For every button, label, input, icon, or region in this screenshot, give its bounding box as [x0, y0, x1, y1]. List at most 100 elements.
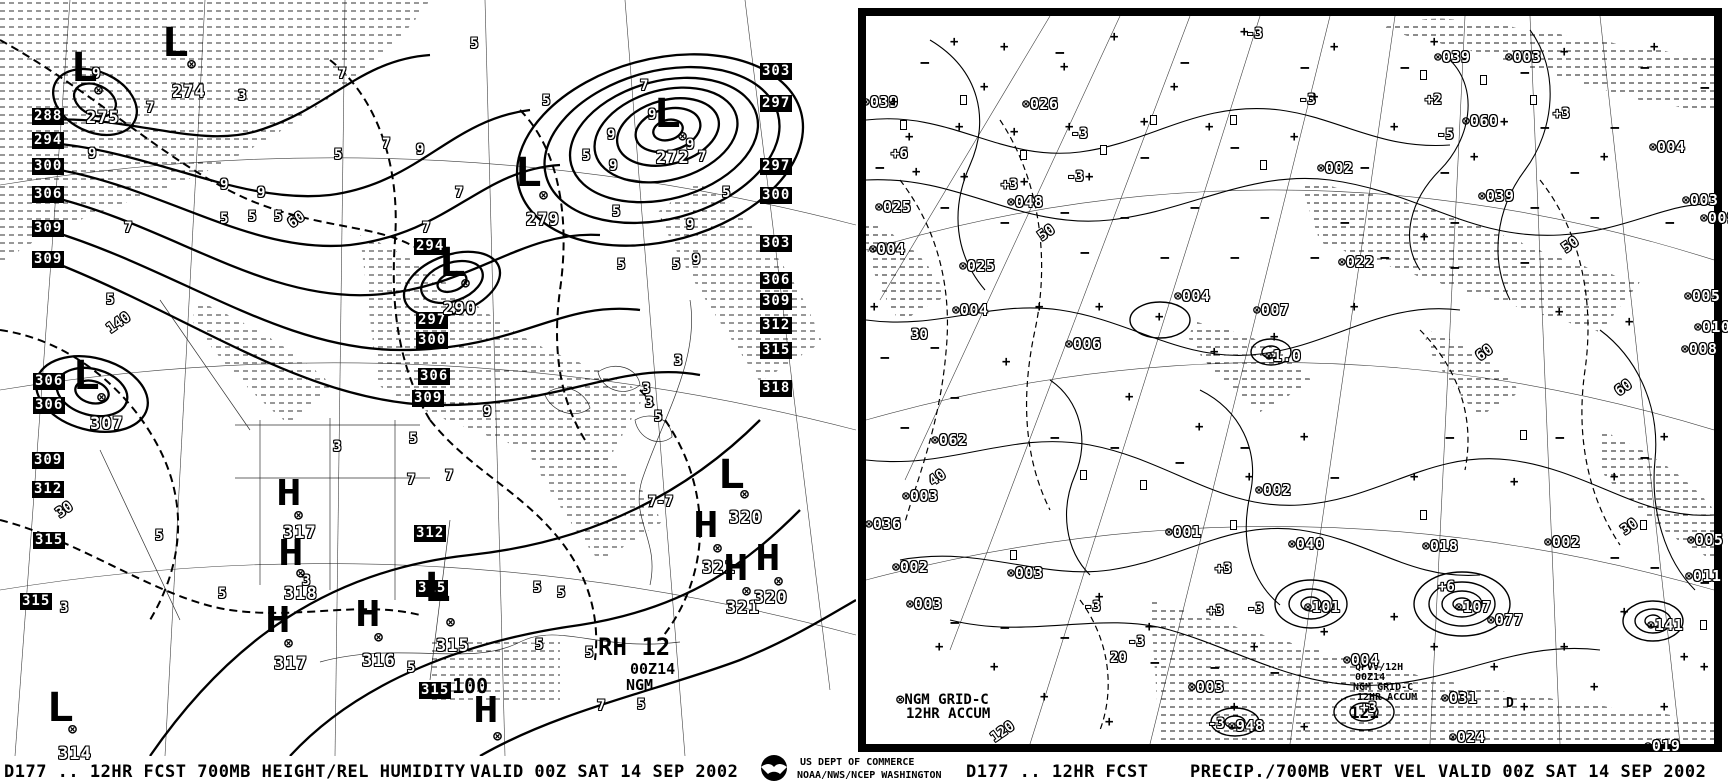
- plus-mark: +: [1625, 314, 1634, 330]
- contour-label: 7: [445, 468, 454, 484]
- zero-station-mark: [960, 95, 967, 105]
- contour-label: 9: [692, 252, 701, 268]
- contour-label: 5: [274, 209, 283, 225]
- plus-mark: +: [1350, 299, 1359, 315]
- minus-mark: −: [1050, 428, 1060, 447]
- contour-label: 3: [60, 600, 69, 616]
- contour-label: -3: [1246, 26, 1263, 42]
- minus-mark: −: [1520, 253, 1530, 272]
- contour-label: 5: [557, 585, 566, 601]
- low-center-symbol: L: [717, 452, 745, 498]
- precip-station-value: ⊗036: [865, 515, 902, 533]
- low-center-symbol: L: [72, 353, 100, 399]
- height-label-box: 315: [419, 682, 452, 699]
- plus-mark: +: [1270, 329, 1279, 345]
- contour-label: 9: [607, 127, 616, 143]
- station-circle-icon: ⊗: [493, 727, 503, 745]
- precip-station-value: ⊗003: [1682, 191, 1719, 209]
- contour-label: 7: [422, 220, 431, 236]
- ngm-grid-line1: ⊗NGM GRID-C: [896, 692, 989, 708]
- right-map-contours: [866, 16, 1714, 744]
- minus-mark: −: [1640, 58, 1650, 77]
- minus-mark: −: [1000, 618, 1010, 637]
- low-center-value: 279: [526, 210, 560, 230]
- contour-label: 5: [407, 660, 416, 676]
- precip-station-value: ⊗004: [1343, 651, 1380, 669]
- noaa-logo: [761, 755, 787, 781]
- precip-station-value: ⊗002: [892, 558, 929, 576]
- plus-mark: +: [1210, 344, 1219, 360]
- left-caption-title: D177 .. 12HR FCST 700MB HEIGHT/REL HUMID…: [4, 762, 466, 782]
- contour-label: 7: [382, 136, 391, 152]
- contour-label: 3: [302, 573, 311, 589]
- height-label-box: 300: [760, 187, 793, 204]
- plus-mark: +: [1035, 299, 1044, 315]
- plus-mark: +: [1095, 589, 1104, 605]
- plus-mark: +: [1430, 639, 1439, 655]
- zero-station-mark: [1260, 160, 1267, 170]
- contour-label: -3: [1071, 126, 1088, 142]
- plus-mark: +: [1430, 34, 1439, 50]
- zero-station-mark: [900, 120, 907, 130]
- low-center-value: 307: [90, 414, 124, 434]
- minus-mark: −: [1700, 78, 1710, 97]
- contour-label: -5: [1437, 127, 1454, 143]
- plus-mark: +: [1205, 119, 1214, 135]
- minus-mark: −: [1440, 163, 1450, 182]
- zero-station-mark: [1520, 430, 1527, 440]
- precip-station-value: ⊗077: [1487, 611, 1524, 629]
- precip-station-value: ⊗018: [1422, 537, 1459, 555]
- precip-station-value: ⊗1.0: [1265, 347, 1302, 365]
- plus-mark: +: [1470, 149, 1479, 165]
- height-label-box: 312: [760, 317, 793, 334]
- zero-station-mark: [1640, 520, 1647, 530]
- contour-label: 7-7: [648, 494, 674, 510]
- precip-station-value: ⊗062: [931, 431, 968, 449]
- plus-mark: +: [1155, 309, 1164, 325]
- contour-label: 60: [1611, 376, 1635, 400]
- plus-mark: +: [1000, 39, 1009, 55]
- zero-station-mark: [1020, 150, 1027, 160]
- station-circle-icon: ⊗: [187, 55, 197, 73]
- zero-station-mark: [1420, 70, 1427, 80]
- plus-mark: +: [1660, 699, 1669, 715]
- contour-label: 5: [617, 257, 626, 273]
- precip-station-value: ⊗010: [1694, 318, 1728, 336]
- station-circle-icon: ⊗: [94, 81, 104, 99]
- height-label-box: 306: [33, 397, 66, 414]
- right-panel-frame: [858, 8, 1722, 752]
- contour-label: 50: [1034, 221, 1058, 245]
- plus-mark: +: [980, 79, 989, 95]
- minus-mark: −: [1190, 198, 1200, 217]
- low-center-symbol: L: [70, 45, 98, 91]
- height-label-box: 315: [33, 532, 66, 549]
- plus-mark: +: [1420, 229, 1429, 245]
- contour-label: 50: [1558, 233, 1582, 257]
- minus-mark: −: [1570, 163, 1580, 182]
- minus-mark: −: [1450, 258, 1460, 277]
- zero-station-mark: [1080, 470, 1087, 480]
- precip-station-value: ⊗002: [1544, 533, 1581, 551]
- minus-mark: −: [1700, 573, 1710, 592]
- station-circle-icon: ⊗: [446, 613, 456, 631]
- zero-station-mark: [1420, 510, 1427, 520]
- station-circle-icon: ⊗: [742, 582, 752, 600]
- plus-mark: +: [870, 299, 879, 315]
- plus-mark: +: [1320, 624, 1329, 640]
- plus-mark: +: [1600, 149, 1609, 165]
- plus-mark: +: [1650, 39, 1659, 55]
- minus-mark: −: [1330, 468, 1340, 487]
- minus-mark: −: [1230, 248, 1240, 267]
- contour-label: 3: [238, 88, 247, 104]
- contour-label: 9: [416, 142, 425, 158]
- contour-label: 9: [686, 217, 695, 233]
- precip-station-value: ⊗039: [1478, 187, 1515, 205]
- plus-mark: +: [1110, 29, 1119, 45]
- height-label-box: 309: [412, 390, 445, 407]
- precip-station-value: ⊗025: [959, 257, 996, 275]
- precip-station-value: ⊗141: [1647, 616, 1684, 634]
- precip-station-value: ⊗039: [1434, 48, 1471, 66]
- precip-max-121: 121: [1350, 703, 1379, 722]
